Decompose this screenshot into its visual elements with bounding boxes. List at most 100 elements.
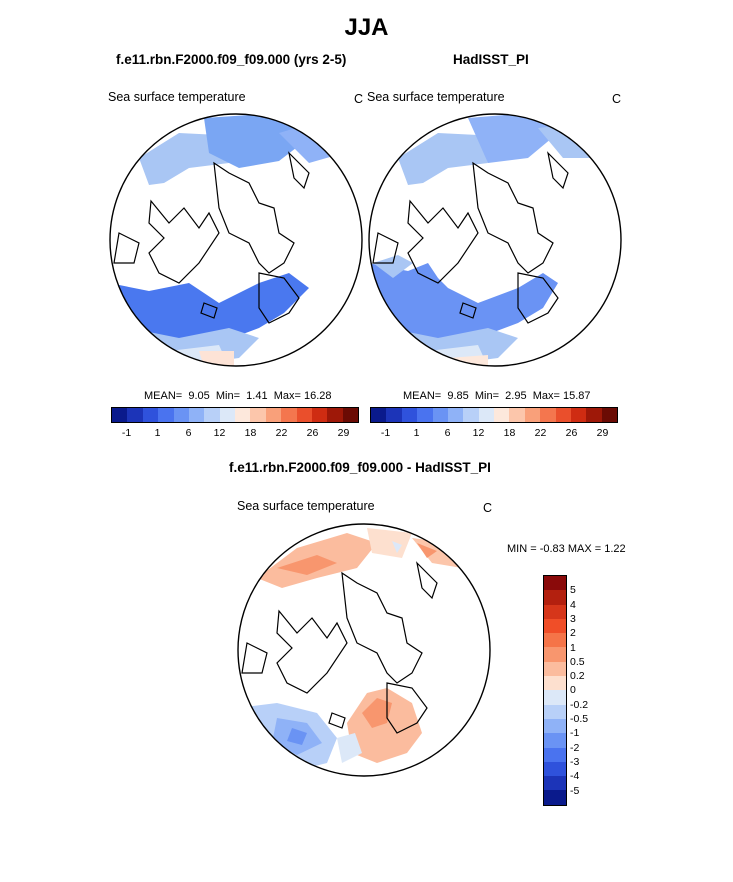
colorbar-swatch — [540, 408, 556, 422]
diff-colorbar-swatch — [544, 761, 566, 777]
diff-norwegian-warm — [347, 688, 422, 763]
colorbar-tick-label: 12 — [472, 427, 485, 439]
diff-colorbar-swatch — [544, 576, 566, 591]
colorbar-tick-label: 29 — [596, 427, 609, 439]
right-polar-map — [368, 113, 622, 367]
colorbar-swatch — [250, 408, 266, 422]
colorbar-swatch — [127, 408, 143, 422]
diff-coast-canada — [341, 571, 423, 684]
colorbar-swatch — [296, 408, 312, 422]
colorbar-swatch — [173, 408, 189, 422]
diff-colorbar-swatch — [544, 618, 566, 634]
colorbar-swatch — [327, 408, 343, 422]
diff-colorbar-swatch — [544, 776, 566, 791]
colorbar-swatch — [555, 408, 571, 422]
colorbar-swatch — [342, 408, 358, 422]
colorbar-tick-label: 18 — [503, 427, 516, 439]
colorbar-swatch — [401, 408, 418, 422]
diff-colorbar-tick-label: 1 — [570, 641, 576, 654]
colorbar-tick-label: 12 — [213, 427, 226, 439]
colorbar-tick-label: -1 — [380, 427, 391, 439]
diff-panel-header: f.e11.rbn.F2000.f09_f09.000 - HadISST_PI — [229, 460, 491, 475]
left-stats: MEAN= 9.05 Min= 1.41 Max= 16.28 — [144, 390, 332, 402]
colorbar-swatch — [570, 408, 587, 422]
colorbar-tick-label: 6 — [444, 427, 451, 439]
left-panel-label: Sea surface temperature — [108, 90, 246, 104]
colorbar-tick-label: -1 — [121, 427, 132, 439]
colorbar-swatch — [386, 408, 402, 422]
colorbar-tick-label: 18 — [244, 427, 257, 439]
diff-colorbar-swatch — [544, 790, 566, 805]
diff-map-boundary — [237, 523, 491, 777]
diff-colorbar-tick-label: 0 — [570, 684, 576, 697]
diff-colorbar-swatch — [544, 647, 566, 662]
diff-colorbar-swatch — [544, 733, 566, 748]
right-colorbar — [370, 407, 618, 423]
right-panel-label: Sea surface temperature — [367, 90, 505, 104]
diff-colorbar-tick-label: 0.2 — [570, 670, 585, 683]
left-colorbar — [111, 407, 359, 423]
right-panel-units: C — [612, 92, 622, 106]
colorbar-tick-label: 22 — [534, 427, 547, 439]
colorbar-swatch — [265, 408, 282, 422]
diff-panel-label: Sea surface temperature — [237, 499, 375, 513]
diff-colorbar-tick-label: 0.5 — [570, 655, 585, 668]
diff-colorbar-tick-label: -0.5 — [570, 713, 589, 725]
colorbar-swatch — [158, 408, 174, 422]
diff-colorbar-tick-label: -4 — [570, 770, 580, 783]
colorbar-swatch — [371, 408, 387, 422]
diff-coast-greenland — [276, 609, 348, 694]
left-panel-header: f.e11.rbn.F2000.f09_f09.000 (yrs 2-5) — [116, 52, 347, 67]
colorbar-tick-label: 22 — [275, 427, 288, 439]
diff-colorbar-tick-label: 2 — [570, 627, 576, 640]
colorbar-swatch — [478, 408, 494, 422]
diff-panel-units: C — [483, 501, 493, 515]
colorbar-swatch — [235, 408, 251, 422]
diff-colorbar-tick-label: -3 — [570, 755, 580, 768]
colorbar-swatch — [204, 408, 220, 422]
colorbar-swatch — [432, 408, 448, 422]
diff-colorbar-swatch — [544, 704, 566, 719]
diff-colorbar-tick-label: -2 — [570, 741, 580, 754]
colorbar-swatch — [281, 408, 297, 422]
diff-colorbar-tick-label: 5 — [570, 584, 576, 597]
diff-colorbar-swatch — [544, 747, 566, 762]
diff-polar-map — [237, 523, 491, 777]
diff-colorbar-tick-label: -0.2 — [570, 698, 589, 711]
colorbar-swatch — [601, 408, 617, 422]
colorbar-swatch — [112, 408, 128, 422]
diff-colorbar-swatch — [544, 661, 566, 677]
colorbar-tick-label: 1 — [413, 427, 420, 439]
left-panel-units: C — [354, 92, 364, 106]
diff-colorbar-tick-label: 3 — [570, 612, 576, 625]
colorbar-swatch — [219, 408, 235, 422]
diff-minmax: MIN = -0.83 MAX = 1.22 — [507, 543, 626, 555]
colorbar-swatch — [188, 408, 205, 422]
diff-colorbar-swatch — [544, 633, 566, 648]
left-map-boundary — [109, 113, 363, 367]
left-sst-bering — [204, 114, 309, 168]
left-polar-map — [109, 113, 363, 367]
right-coast-greenland — [407, 199, 479, 284]
colorbar-swatch — [494, 408, 510, 422]
left-coast-greenland — [148, 199, 220, 284]
main-title: JJA — [344, 14, 389, 41]
colorbar-swatch — [524, 408, 541, 422]
right-coast-canada — [472, 161, 554, 274]
colorbar-swatch — [311, 408, 328, 422]
diff-colorbar-swatch — [544, 590, 566, 605]
right-coast-scandinavia — [517, 272, 559, 324]
colorbar-tick-label: 26 — [306, 427, 319, 439]
colorbar-tick-label: 26 — [565, 427, 578, 439]
right-panel-header: HadISST_PI — [453, 52, 529, 67]
left-coast-canada — [213, 161, 295, 274]
colorbar-tick-label: 1 — [154, 427, 161, 439]
diff-coast-scandinavia — [386, 682, 428, 734]
colorbar-tick-label: 29 — [337, 427, 350, 439]
colorbar-swatch — [586, 408, 602, 422]
colorbar-swatch — [509, 408, 525, 422]
colorbar-swatch — [447, 408, 464, 422]
diff-colorbar-tick-label: -1 — [570, 727, 580, 740]
diff-colorbar-swatch — [544, 676, 566, 691]
diff-colorbar-swatch — [544, 690, 566, 705]
